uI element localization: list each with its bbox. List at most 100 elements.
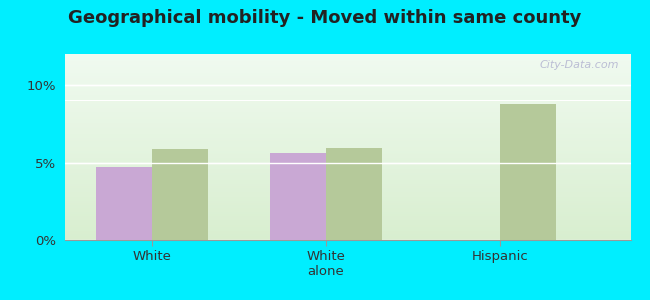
Bar (65, 89, 630, 91)
Bar (65, 110, 630, 112)
Bar (65, 91, 630, 93)
Bar (65, 95, 630, 97)
Bar (65, 160, 630, 162)
Bar (65, 203, 630, 205)
Bar (65, 210, 630, 212)
Bar (65, 117, 630, 119)
Text: City-Data.com: City-Data.com (540, 60, 619, 70)
Bar (65, 119, 630, 121)
Bar (65, 78, 630, 80)
Bar (65, 88, 630, 89)
Bar (65, 61, 630, 63)
Bar (65, 108, 630, 110)
Bar (65, 177, 630, 178)
Bar (65, 128, 630, 130)
Bar (65, 99, 630, 100)
Bar (65, 134, 630, 136)
Bar (65, 67, 630, 69)
Bar (65, 218, 630, 220)
Bar (65, 232, 630, 234)
Bar (65, 214, 630, 216)
Bar (65, 143, 630, 145)
Bar (65, 132, 630, 134)
Bar (65, 197, 630, 199)
Bar (65, 147, 630, 149)
Bar (65, 93, 630, 95)
Bar (65, 201, 630, 203)
Bar (65, 190, 630, 192)
Bar (65, 186, 630, 188)
Bar (65, 223, 630, 225)
Bar (65, 130, 630, 132)
Bar (65, 164, 630, 166)
Bar (500, 103, 556, 240)
Bar (65, 58, 630, 60)
Bar (65, 216, 630, 218)
Bar (65, 236, 630, 238)
Bar (65, 106, 630, 108)
Bar (326, 148, 382, 240)
Bar (65, 199, 630, 201)
Bar (65, 149, 630, 151)
Bar (65, 182, 630, 184)
Bar (65, 205, 630, 206)
Bar (65, 229, 630, 231)
Bar (65, 145, 630, 147)
Bar (65, 123, 630, 125)
Bar (65, 231, 630, 233)
Bar (65, 136, 630, 138)
Bar (65, 238, 630, 240)
Bar (65, 175, 630, 177)
Bar (65, 125, 630, 127)
Bar (152, 148, 208, 240)
Bar (65, 112, 630, 113)
Bar (65, 140, 630, 141)
Bar (65, 80, 630, 82)
Bar (65, 181, 630, 182)
Bar (65, 141, 630, 143)
Bar (65, 166, 630, 167)
Bar (270, 153, 326, 240)
Bar (65, 194, 630, 195)
Bar (65, 85, 630, 88)
Bar (65, 71, 630, 73)
Bar (65, 173, 630, 175)
Bar (65, 154, 630, 156)
Bar (65, 192, 630, 194)
Bar (65, 97, 630, 99)
Bar (65, 63, 630, 65)
Bar (65, 227, 630, 229)
Bar (65, 113, 630, 116)
Bar (65, 162, 630, 164)
Bar (65, 54, 630, 56)
Bar (65, 102, 630, 104)
Bar (65, 104, 630, 106)
Bar (65, 127, 630, 128)
Bar (65, 84, 630, 85)
Bar (65, 184, 630, 186)
Bar (65, 178, 630, 181)
Bar (65, 212, 630, 214)
Bar (65, 74, 630, 76)
Bar (65, 225, 630, 227)
Bar (65, 234, 630, 236)
Text: Geographical mobility - Moved within same county: Geographical mobility - Moved within sam… (68, 9, 582, 27)
Bar (65, 156, 630, 158)
Bar (65, 116, 630, 117)
Bar (65, 82, 630, 84)
Bar (65, 220, 630, 221)
Bar (65, 171, 630, 173)
Bar (65, 169, 630, 171)
Bar (65, 188, 630, 190)
Bar (65, 60, 630, 61)
Bar (65, 151, 630, 153)
Bar (65, 195, 630, 197)
Bar (65, 76, 630, 78)
Bar (96, 167, 152, 240)
Bar (65, 206, 630, 208)
Bar (65, 73, 630, 74)
Bar (65, 158, 630, 160)
Bar (65, 65, 630, 67)
Bar (65, 221, 630, 223)
Bar (65, 138, 630, 140)
